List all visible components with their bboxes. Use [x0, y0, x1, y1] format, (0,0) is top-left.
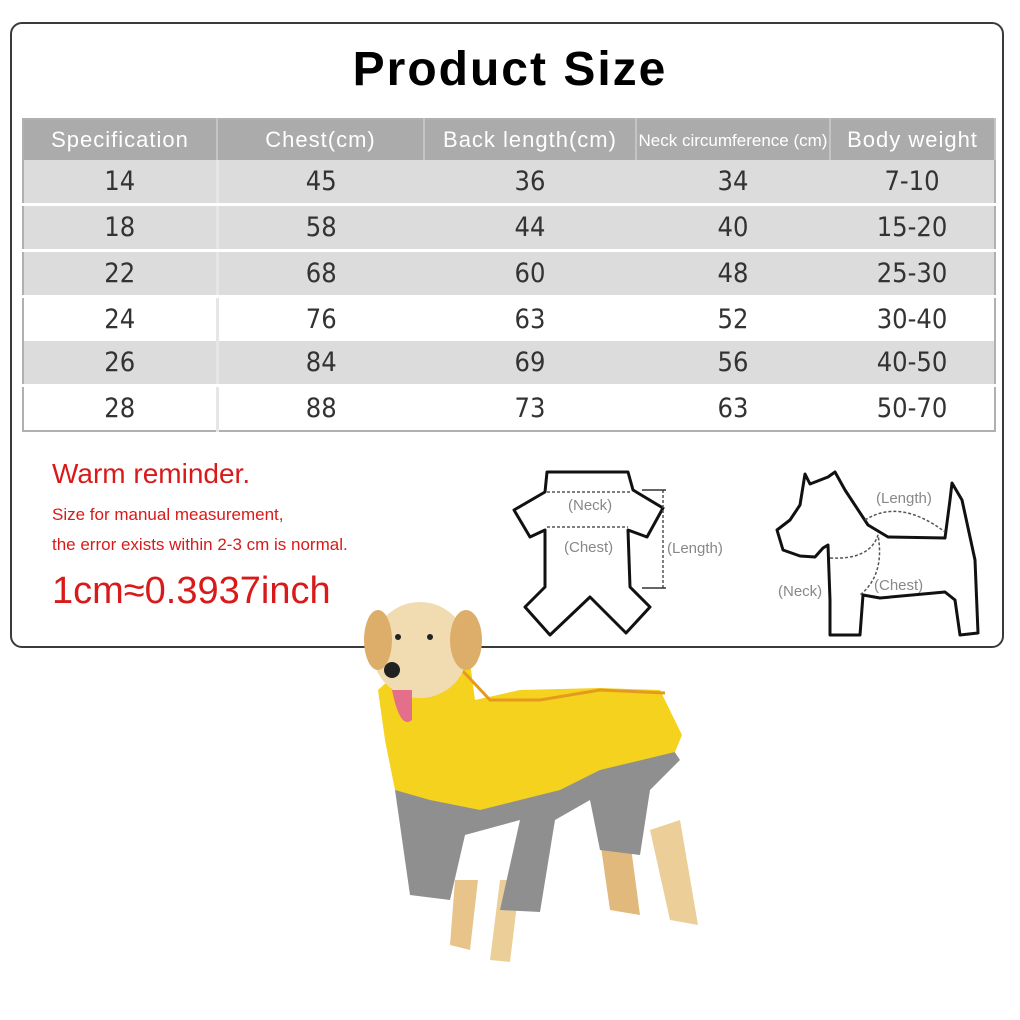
- table-row: 14 45 36 34 7-10: [23, 160, 995, 206]
- size-chart-card: [10, 22, 1004, 648]
- garment-neck-label: (Neck): [568, 497, 612, 514]
- header-chest: Chest(cm): [217, 119, 425, 160]
- cell-back-length: 44: [424, 204, 636, 252]
- page-title: Product Size: [352, 43, 668, 96]
- dog-photo-raincoat: [364, 602, 698, 962]
- cell-body-weight: 25-30: [830, 250, 995, 298]
- cell-back-length: 63: [424, 296, 636, 341]
- cell-back-length: 36: [424, 160, 636, 206]
- cell-specification: 28: [23, 385, 219, 431]
- garment-chest-label: (Chest): [564, 539, 613, 556]
- table-row: 24 76 63 52 30-40: [23, 296, 995, 341]
- cell-chest: 68: [217, 250, 424, 298]
- cell-chest: 76: [217, 296, 424, 341]
- cell-neck: 52: [636, 296, 830, 341]
- cell-chest: 58: [217, 204, 424, 252]
- cell-neck: 48: [636, 250, 830, 298]
- table-row: 22 68 60 48 25-30: [23, 250, 995, 298]
- cell-specification: 14: [23, 160, 219, 206]
- dog-diagram: (Length) (Neck) (Chest): [775, 470, 980, 637]
- header-neck: Neck circumference (cm): [636, 119, 831, 160]
- cell-neck: 63: [636, 385, 830, 431]
- header-specification: Specification: [23, 119, 218, 160]
- dog-neck-label: (Neck): [778, 583, 822, 600]
- table-header-row: Specification Chest(cm) Back length(cm) …: [23, 119, 996, 160]
- cell-specification: 24: [23, 296, 219, 341]
- unit-conversion: 1cm≈0.3937inch: [52, 570, 331, 612]
- dog-outline: [775, 470, 980, 637]
- cell-back-length: 60: [424, 250, 636, 298]
- cell-body-weight: 15-20: [830, 204, 995, 252]
- header-back-length: Back length(cm): [424, 119, 637, 160]
- reminder-line-1: Size for manual measurement,: [52, 505, 284, 524]
- table-row: 18 58 44 40 15-20: [23, 204, 995, 252]
- garment-outline: [512, 470, 665, 637]
- header-body-weight: Body weight: [830, 119, 996, 160]
- size-table: Specification Chest(cm) Back length(cm) …: [22, 118, 996, 432]
- cell-specification: 26: [23, 341, 219, 387]
- cell-body-weight: 30-40: [830, 296, 995, 341]
- reminder-heading: Warm reminder.: [52, 458, 251, 489]
- cell-back-length: 69: [424, 341, 636, 387]
- cell-back-length: 73: [424, 385, 636, 431]
- reminder-line-2: the error exists within 2-3 cm is normal…: [52, 535, 348, 554]
- dog-length-label: (Length): [876, 490, 932, 507]
- cell-body-weight: 40-50: [830, 341, 995, 387]
- cell-chest: 45: [217, 160, 424, 206]
- cell-neck: 34: [636, 160, 830, 206]
- cell-body-weight: 50-70: [830, 385, 995, 431]
- cell-specification: 22: [23, 250, 219, 298]
- dog-chest-label: (Chest): [874, 577, 923, 594]
- table-row: 28 88 73 63 50-70: [23, 385, 995, 431]
- garment-length-label: (Length): [667, 540, 723, 557]
- cell-neck: 40: [636, 204, 830, 252]
- table-row: 26 84 69 56 40-50: [23, 341, 995, 387]
- cell-specification: 18: [23, 204, 219, 252]
- cell-chest: 88: [217, 385, 424, 431]
- cell-body-weight: 7-10: [830, 160, 995, 206]
- cell-neck: 56: [636, 341, 830, 387]
- cell-chest: 84: [217, 341, 424, 387]
